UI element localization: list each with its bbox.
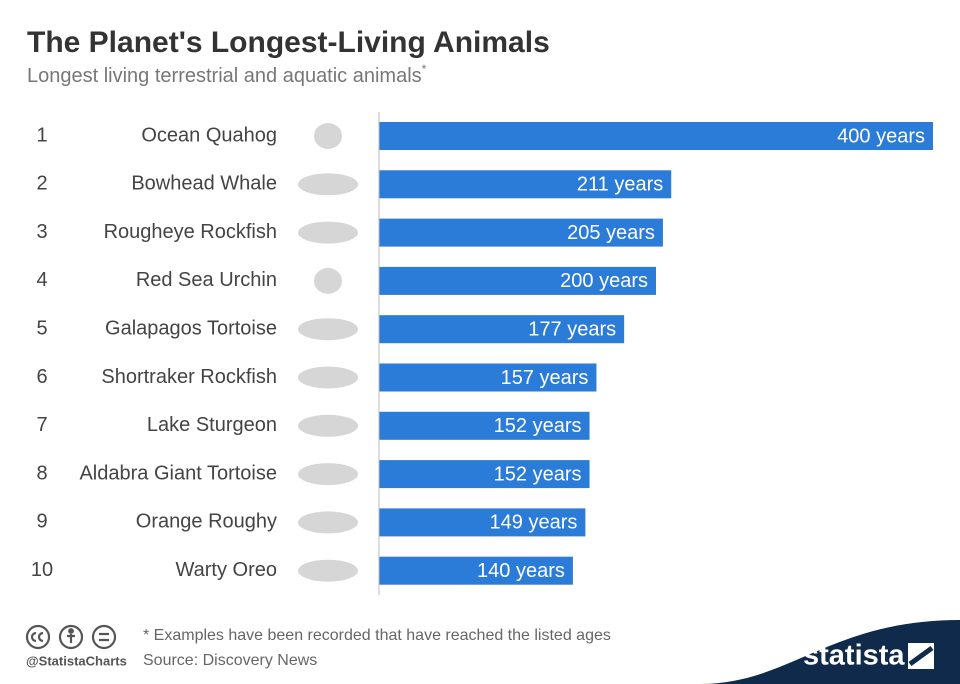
value-label: 157 years	[501, 367, 589, 389]
category-label: Bowhead Whale	[131, 173, 277, 195]
bar	[379, 218, 663, 247]
value-label: 149 years	[490, 512, 578, 534]
bar	[379, 508, 586, 537]
rank-label: 7	[36, 414, 47, 436]
footnote: * Examples have been recorded that have …	[143, 627, 611, 644]
value-label: 140 years	[477, 560, 565, 582]
rank-label: 1	[36, 124, 47, 146]
category-label: Aldabra Giant Tortoise	[79, 462, 277, 484]
animal-icon	[298, 511, 358, 534]
animal-icon	[298, 414, 358, 437]
category-label: Red Sea Urchin	[136, 269, 277, 291]
credit: @StatistaCharts	[26, 653, 127, 668]
bar	[379, 122, 933, 150]
value-label: 205 years	[567, 222, 655, 244]
rank-label: 6	[36, 366, 47, 388]
brand-mark	[908, 643, 934, 669]
bar	[379, 460, 590, 489]
category-label: Galapagos Tortoise	[105, 317, 277, 339]
rank-label: 5	[36, 317, 47, 339]
rank-label: 4	[36, 269, 47, 291]
value-label: 400 years	[837, 125, 925, 147]
chart-title: The Planet's Longest-Living Animals	[27, 26, 550, 59]
chart-subtitle: Longest living terrestrial and aquatic a…	[27, 62, 427, 87]
brand-logo: statista	[803, 640, 905, 672]
bar	[379, 363, 597, 392]
subtitle-marker: *	[422, 62, 427, 76]
rank-label: 9	[36, 511, 47, 533]
rank-label: 2	[36, 173, 47, 195]
animal-icon	[298, 221, 358, 244]
brand-wave	[700, 620, 960, 684]
bar	[379, 556, 573, 585]
category-label: Rougheye Rockfish	[104, 221, 277, 243]
animal-icon	[314, 123, 342, 149]
rank-label: 3	[36, 221, 47, 243]
category-label: Warty Oreo	[176, 559, 278, 581]
source: Source: Discovery News	[143, 652, 317, 669]
animal-icon	[298, 318, 358, 341]
bar	[379, 411, 590, 440]
category-label: Shortraker Rockfish	[101, 366, 277, 388]
category-label: Ocean Quahog	[141, 124, 277, 146]
bar	[379, 266, 656, 295]
animal-icon	[298, 559, 358, 582]
rank-label: 10	[31, 559, 53, 581]
value-label: 152 years	[494, 463, 582, 485]
animal-icon	[298, 173, 358, 196]
animal-icon	[298, 463, 358, 486]
value-label: 200 years	[560, 270, 648, 292]
rank-label: 8	[36, 462, 47, 484]
value-label: 211 years	[577, 174, 663, 196]
cc-icons	[25, 624, 117, 650]
category-label: Orange Roughy	[136, 511, 277, 533]
subtitle-text: Longest living terrestrial and aquatic a…	[27, 65, 422, 87]
bar	[379, 315, 625, 344]
animal-icon	[298, 366, 358, 389]
category-label: Lake Sturgeon	[147, 414, 277, 436]
value-label: 177 years	[528, 318, 616, 340]
animal-icon	[314, 267, 342, 294]
value-label: 152 years	[494, 415, 582, 437]
bar	[379, 170, 672, 199]
